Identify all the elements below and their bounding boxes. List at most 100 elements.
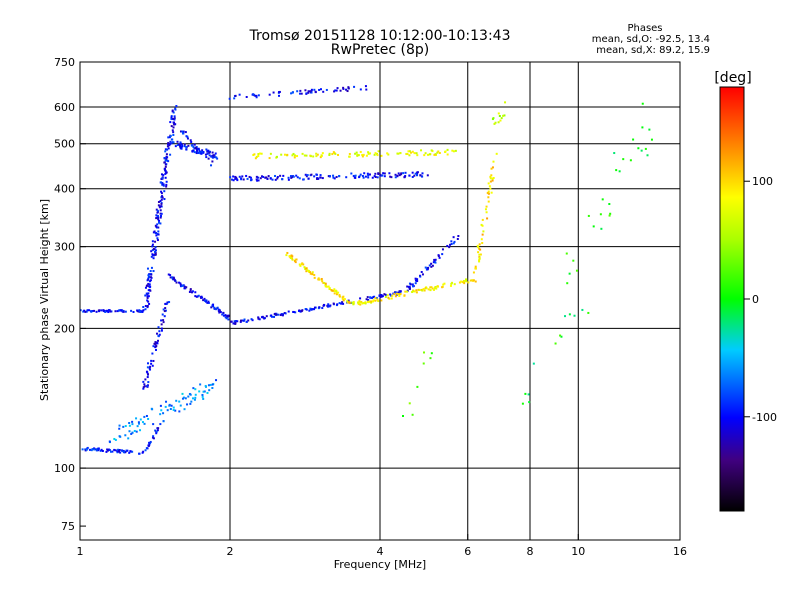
data-point: [524, 392, 527, 395]
data-point: [168, 301, 171, 304]
data-point: [187, 395, 190, 398]
data-point: [376, 152, 379, 155]
data-point: [163, 157, 166, 160]
data-point: [157, 334, 160, 337]
data-point: [154, 341, 157, 344]
data-point: [156, 237, 159, 240]
data-point: [257, 317, 260, 320]
data-point: [489, 187, 492, 190]
data-point: [154, 250, 157, 253]
data-point: [347, 87, 350, 90]
data-point: [118, 449, 121, 452]
data-point: [521, 402, 524, 405]
data-point: [402, 172, 405, 175]
data-point: [164, 148, 167, 151]
data-point: [499, 119, 502, 122]
data-point: [167, 147, 170, 150]
data-point: [346, 90, 349, 93]
x-tick-label: 2: [227, 545, 234, 558]
data-point: [171, 276, 174, 279]
data-point: [232, 175, 235, 178]
data-point: [106, 448, 109, 451]
data-point: [161, 313, 164, 316]
data-point: [294, 261, 297, 264]
data-point: [169, 274, 172, 277]
data-point: [160, 196, 163, 199]
data-point: [180, 146, 183, 149]
data-point: [277, 313, 280, 316]
data-point: [139, 310, 142, 313]
data-point: [213, 154, 216, 157]
data-point: [386, 152, 389, 155]
data-point: [477, 246, 480, 249]
data-point: [154, 246, 157, 249]
data-point: [88, 309, 91, 312]
data-point: [159, 216, 162, 219]
data-point: [599, 213, 602, 216]
data-point: [362, 153, 365, 156]
data-point: [155, 208, 158, 211]
data-point: [144, 378, 147, 381]
data-point: [90, 449, 93, 452]
data-point: [397, 172, 400, 175]
data-point: [423, 154, 426, 157]
data-point: [203, 299, 206, 302]
data-point: [149, 270, 152, 273]
data-point: [408, 150, 411, 153]
data-point: [348, 302, 351, 305]
data-point: [124, 451, 127, 454]
data-point: [442, 283, 445, 286]
data-point: [147, 274, 150, 277]
data-point: [491, 118, 494, 121]
data-point: [168, 136, 171, 139]
data-point: [267, 175, 270, 178]
data-point: [128, 424, 131, 427]
data-point: [396, 175, 399, 178]
data-point: [192, 387, 195, 390]
data-point: [354, 174, 357, 177]
data-point: [332, 174, 335, 177]
data-point: [646, 154, 649, 157]
data-point: [218, 309, 221, 312]
data-point: [183, 287, 186, 290]
data-point: [641, 126, 644, 129]
data-point: [408, 402, 411, 405]
data-point: [131, 420, 134, 423]
data-point: [489, 180, 492, 183]
data-point: [205, 148, 208, 151]
data-point: [166, 145, 169, 148]
data-point: [389, 175, 392, 178]
data-point: [367, 301, 370, 304]
data-point: [194, 295, 197, 298]
data-point: [154, 224, 157, 227]
data-point: [207, 300, 210, 303]
data-point: [216, 157, 219, 160]
data-point: [298, 92, 301, 95]
y-tick-label: 750: [54, 56, 75, 69]
data-point: [204, 300, 207, 303]
data-point: [211, 156, 214, 159]
data-point: [151, 253, 154, 256]
data-point: [131, 450, 134, 453]
data-point: [311, 271, 314, 274]
x-axis-ticks: 1 2 4 6 8 10 16: [77, 534, 687, 558]
data-point: [358, 176, 361, 179]
data-point: [481, 233, 484, 236]
data-point: [239, 320, 242, 323]
data-point: [429, 286, 432, 289]
data-point: [587, 311, 590, 314]
data-point: [399, 290, 402, 293]
data-point: [101, 449, 104, 452]
data-point: [202, 397, 205, 400]
data-point: [446, 148, 449, 151]
data-point: [365, 298, 368, 301]
data-point: [313, 273, 316, 276]
data-point: [203, 297, 206, 300]
data-point: [330, 289, 333, 292]
data-point: [423, 351, 426, 354]
data-point: [176, 140, 179, 143]
data-point: [305, 270, 308, 273]
data-point: [289, 175, 292, 178]
data-point: [193, 151, 196, 154]
data-point: [155, 332, 158, 335]
